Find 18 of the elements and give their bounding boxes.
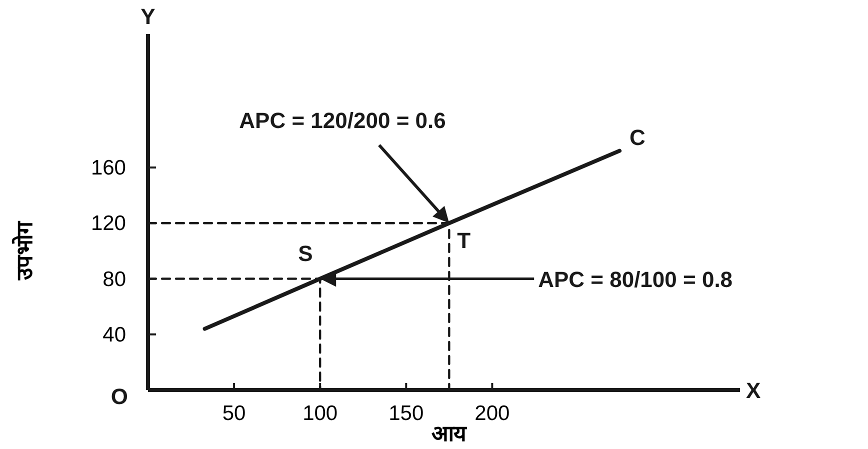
- x-axis-title: आय: [432, 421, 468, 446]
- y-tick-label: 160: [90, 156, 126, 180]
- text: X: [746, 378, 761, 403]
- text: Y: [140, 4, 156, 29]
- annotation: T: [457, 228, 472, 254]
- text: O: [110, 384, 128, 409]
- x-tick-label: 150: [388, 402, 424, 425]
- y-axis-title: उपभोग: [11, 220, 37, 281]
- annotation: APC = 80/100 = 0.8: [538, 266, 733, 292]
- x-tick-label: 50: [222, 402, 246, 425]
- annotation: C: [630, 124, 646, 150]
- annotation: APC = 120/200 = 0.6: [239, 108, 446, 134]
- y-tick-label: 40: [102, 323, 126, 346]
- x-tick-label: 200: [474, 402, 510, 425]
- annotation: S: [298, 240, 313, 266]
- x-tick-label: 100: [302, 402, 338, 425]
- y-tick-label: 80: [102, 268, 126, 291]
- y-tick-label: 120: [90, 212, 126, 236]
